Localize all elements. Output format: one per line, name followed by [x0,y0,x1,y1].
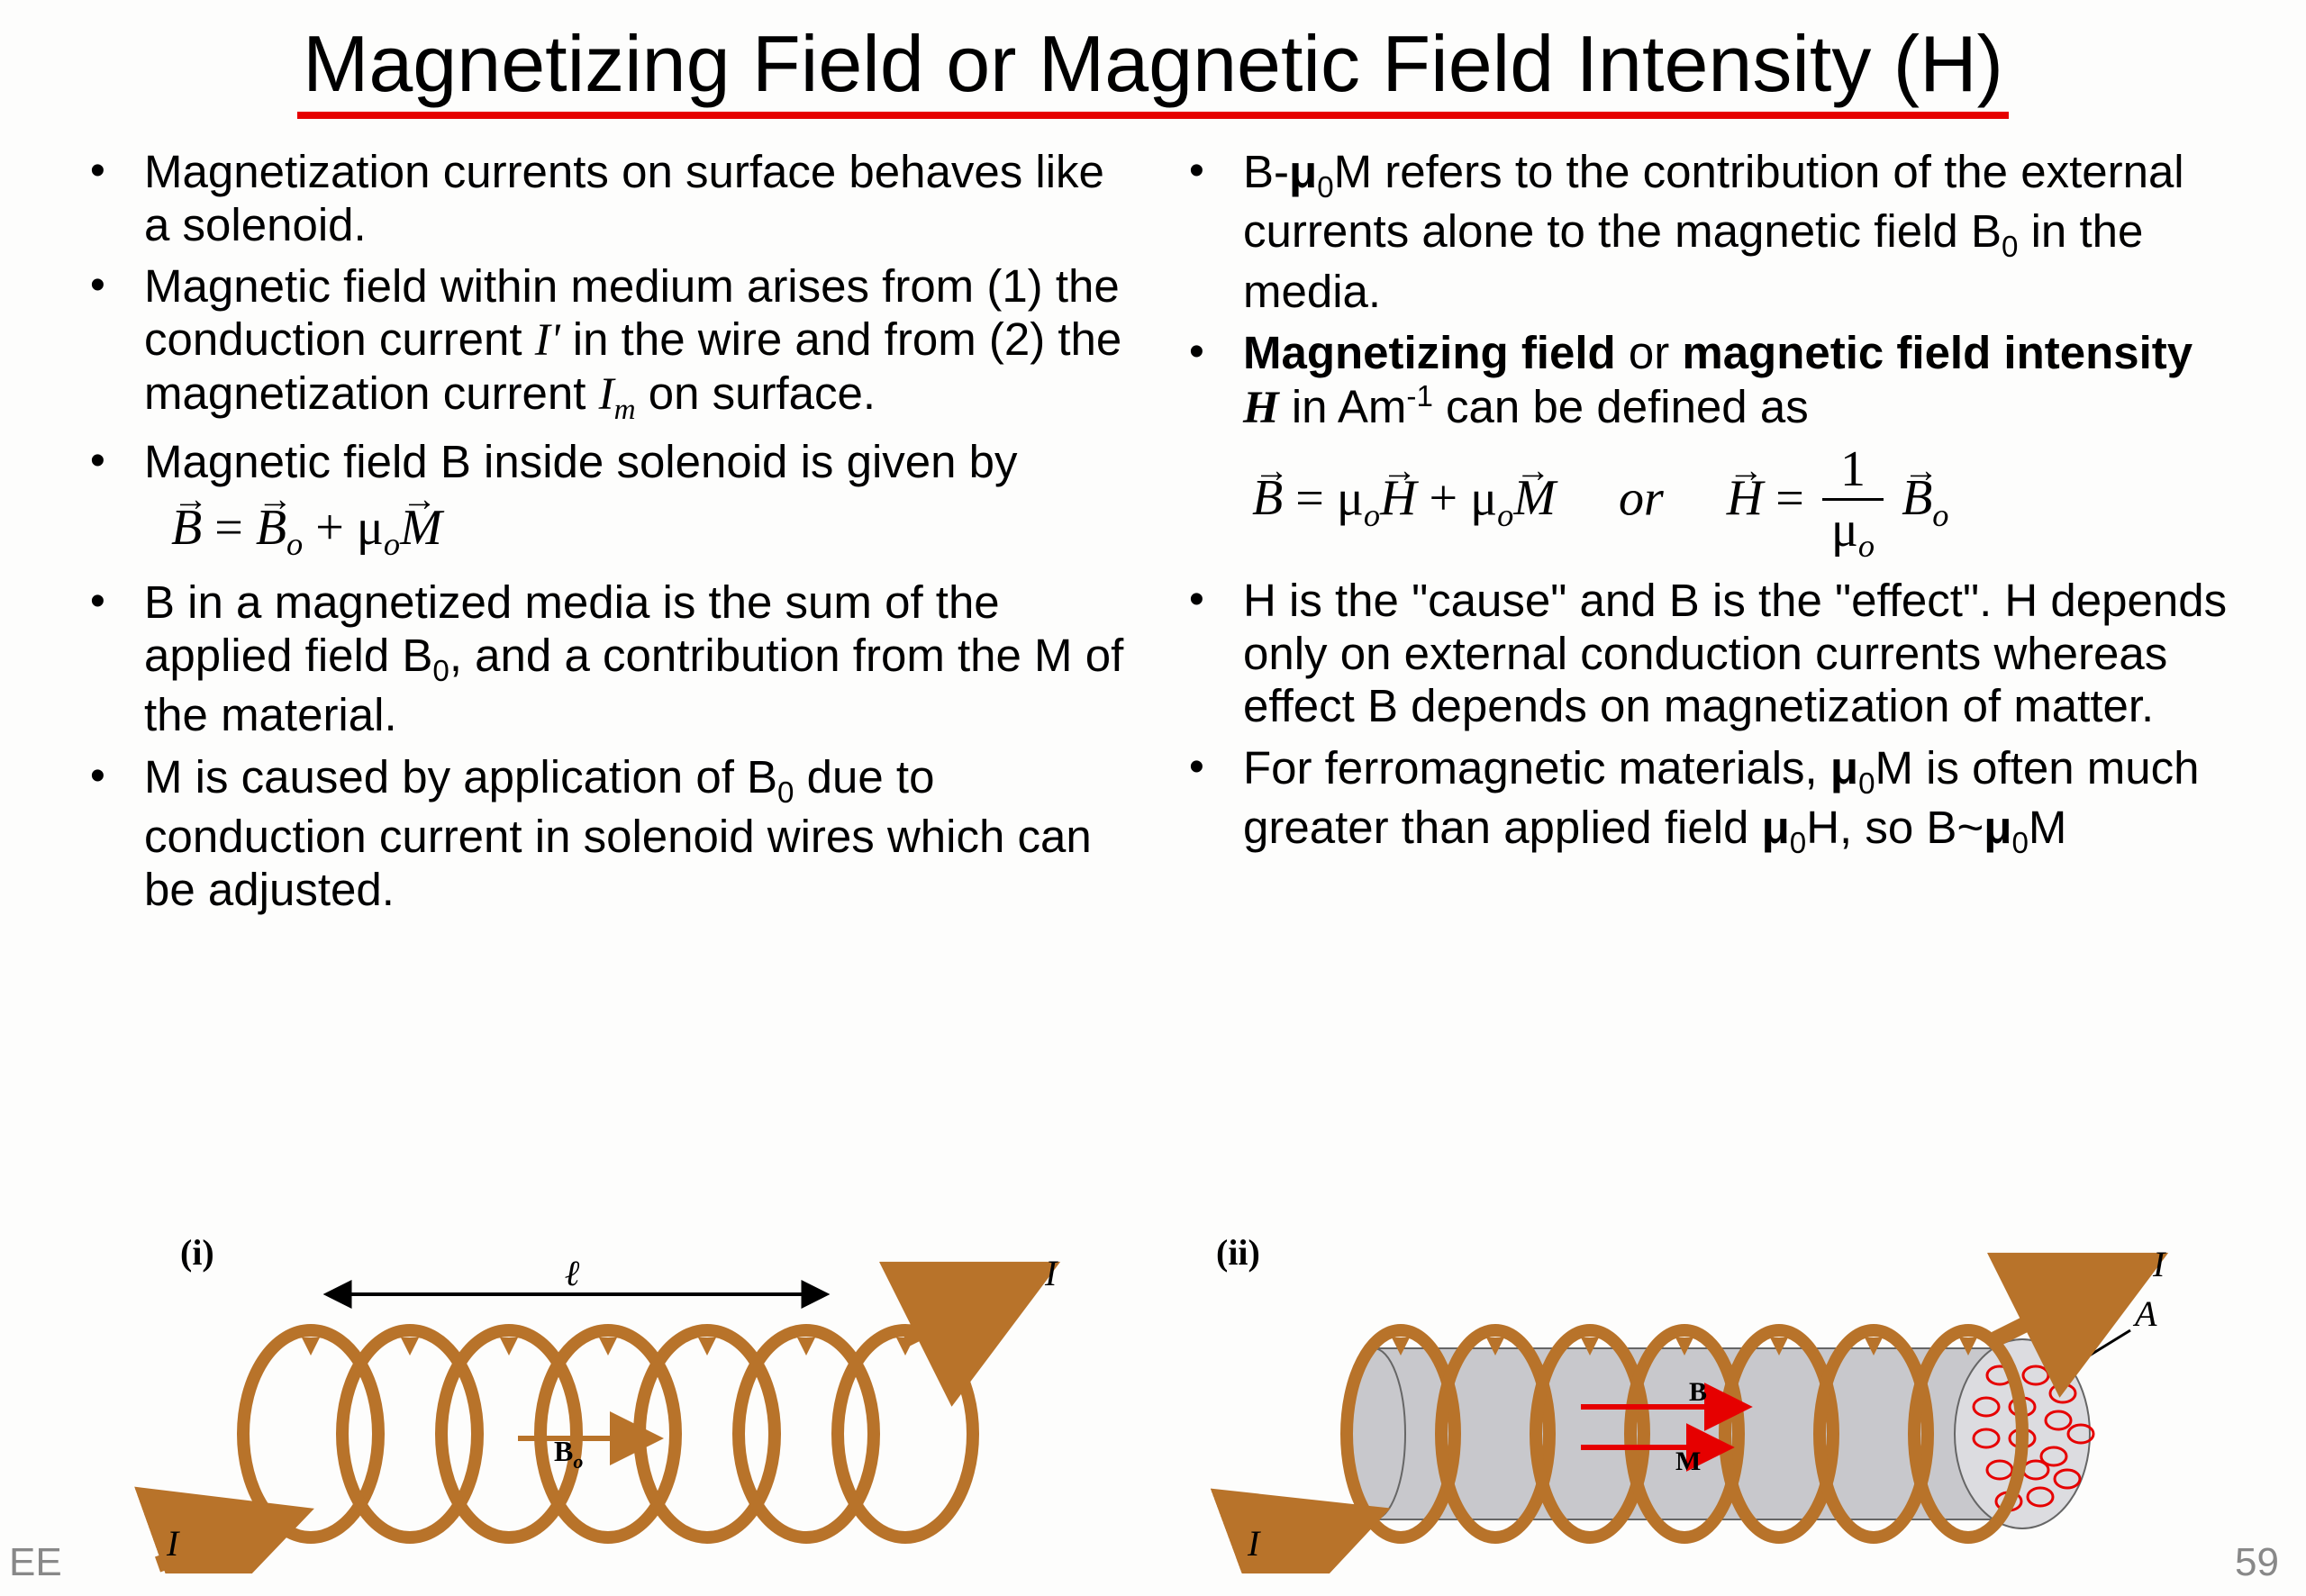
vec-H: H [1380,468,1416,529]
sub-zero: 0 [1317,171,1333,204]
footer-left: EE [9,1540,62,1585]
bullet-text: For ferromagnetic materials, [1243,742,1830,793]
sub-zero: 0 [432,655,449,688]
page-number: 59 [2235,1540,2279,1585]
bullet-text: can be defined as [1433,381,1809,432]
vec-B: B [1252,468,1283,529]
mu-glyph: μ [1289,146,1317,197]
I-label-in: I [166,1523,180,1564]
eq-plus: + [1417,470,1471,526]
coil-loops [243,1330,973,1537]
sub-o2: o [1497,496,1513,532]
left-column: Magnetization currents on surface behave… [72,146,1135,926]
symbol-H: H [1243,383,1279,433]
vec-H2: H [1727,468,1763,529]
lead-out-wire [905,1276,1031,1339]
bullet-item: B-μ0M refers to the contribution of the … [1171,146,2234,318]
mu-glyph3: μ [1984,802,2011,853]
title-underline [297,112,2009,119]
I-label-out: I [1044,1253,1058,1293]
diagram-label-ii: (ii) [1216,1231,1260,1274]
mu-symbol: μ [357,500,384,556]
slide-page: Magnetizing Field or Magnetic Field Inte… [0,0,2306,1596]
A-pointer [2072,1330,2130,1366]
lead-out-wire [1995,1267,2139,1339]
bullet-text: on surface. [636,367,876,419]
ell-label: ℓ [565,1253,580,1293]
vec-Bo2: B [1902,468,1932,529]
vec-B: B [171,498,202,558]
frac-den: μo [1822,501,1884,563]
bullet-item: Magnetic field within medium arises from… [72,260,1135,427]
bullet-text: B- [1243,146,1289,197]
bullet-text: H is the "cause" and B is the "effect". … [1243,575,2227,731]
diagram-ii: (ii) [1180,1231,2234,1578]
B-label: B [1689,1377,1707,1407]
sub-zero: 0 [1858,767,1875,801]
frac-num: 1 [1822,444,1884,501]
content-columns: Magnetization currents on surface behave… [72,146,2234,926]
vec-M: M [400,498,442,558]
sub-zero: 0 [2002,231,2018,265]
bullet-text: M [2029,802,2066,853]
mu-symbol: μ [1337,470,1364,526]
eq-equals: = [1283,470,1337,526]
I-label-in2: I [1247,1523,1261,1564]
eq-plus: + [303,500,357,556]
sub-o-den: o [1858,528,1875,564]
sub-o3: o [1932,496,1948,532]
bullet-item: Magnetization currents on surface behave… [72,146,1135,251]
bullet-item: B in a magnetized media is the sum of th… [72,576,1135,742]
fraction: 1μo [1822,444,1884,563]
solenoid-air-svg: ℓ Bo I I [72,1231,1126,1573]
bullet-item: Magnetic field B inside solenoid is give… [72,436,1135,489]
symbol-I-prime: I' [535,315,560,366]
eq-equals: = [202,500,256,556]
bullet-item: For ferromagnetic materials, μ0M is ofte… [1171,742,2234,862]
bullet-item: Magnetizing field or magnetic field inte… [1171,327,2234,434]
or-text: or [1619,470,1664,526]
bold-text: Magnetizing field [1243,327,1616,378]
bold-text: magnetic field intensity [1682,327,2193,378]
equation-1: B = Bo + μoM [72,498,1135,565]
M-label: M [1675,1446,1701,1476]
sub-zero: 0 [777,776,794,810]
bullet-list-left: Magnetization currents on surface behave… [72,146,1135,489]
bullet-list-right: B-μ0M refers to the contribution of the … [1171,146,2234,435]
sub-o2: o [384,526,400,562]
bullet-item: M is caused by application of B0 due to … [72,751,1135,917]
symbol-Im: I [599,369,614,420]
mu-symbol2: μ [1470,470,1497,526]
sub-zero2: 0 [1790,828,1806,861]
solenoid-core-svg: B M A I I [1180,1231,2234,1573]
symbol-Im-sub: m [614,393,636,426]
sup-neg1: -1 [1406,380,1432,413]
bullet-text: in Am [1279,381,1407,432]
bullet-text: H, so B~ [1806,802,1984,853]
bullet-text: M is caused by application of B [144,751,777,803]
bullet-list-right-2: H is the "cause" and B is the "effect". … [1171,575,2234,862]
page-title: Magnetizing Field or Magnetic Field Inte… [72,18,2234,110]
mu-den: μ [1831,502,1858,558]
right-column: B-μ0M refers to the contribution of the … [1171,146,2234,926]
vec-Bo: B [256,498,286,558]
bullet-list-left-2: B in a magnetized media is the sum of th… [72,576,1135,916]
bullet-text: Magnetization currents on surface behave… [144,146,1104,250]
A-label: A [2132,1293,2157,1334]
mu-glyph2: μ [1762,802,1790,853]
mu-glyph: μ [1830,742,1858,793]
diagram-i: (i) ℓ [72,1231,1126,1578]
vec-M: M [1513,468,1556,529]
bullet-item: H is the "cause" and B is the "effect". … [1171,575,2234,733]
equation-2: B = μoH + μoM or H = 1μo Bo [1171,444,2234,563]
diagram-label-i: (i) [180,1231,214,1274]
diagram-row: (i) ℓ [72,1231,2234,1578]
sub-o: o [286,526,303,562]
eq-equals2: = [1763,470,1817,526]
sub-o: o [1364,496,1380,532]
bullet-text: or [1616,327,1683,378]
I-label-out2: I [2152,1244,2166,1284]
sub-zero3: 0 [2011,828,2028,861]
